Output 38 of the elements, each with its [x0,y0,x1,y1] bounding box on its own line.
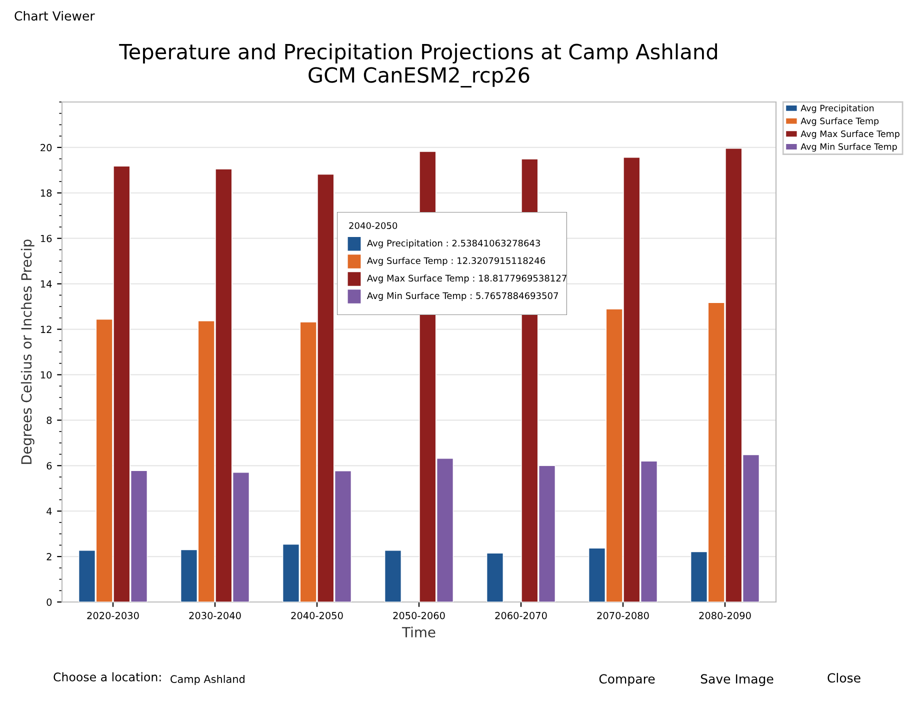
y-tick-label: 14 [40,280,52,288]
text: Camp Ashland [170,674,244,686]
y-tick-label: 10 [40,371,52,379]
x-tick-label: 2060-2070 [495,612,547,620]
legend-label: Avg Min Surface Temp [800,143,897,152]
x-tick-label: 2030-2040 [189,612,241,620]
annotation: 2040-2050 [349,222,398,230]
y-tick-label: 6 [46,462,52,470]
annotation: Avg Min Surface Temp : 5.7657884693507 [366,292,558,301]
text: Close [828,672,860,683]
y-tick-label: 16 [40,234,52,242]
text: Chart Viewer [14,10,95,21]
x-tick-label: 2070-2080 [597,612,649,620]
y-tick-label: 4 [46,508,52,515]
annotation: Avg Surface Temp : 12.3207915118246 [366,257,546,266]
y-tick-label: 0 [46,598,52,606]
legend-label: Avg Precipitation [800,104,874,114]
legend-label: Avg Surface Temp [800,117,879,126]
y-tick-label: 8 [46,416,52,424]
y-tick-label: 12 [40,326,52,333]
y-tick-label: 18 [40,189,52,197]
bar [384,550,402,602]
y-tick-label: 2 [46,553,52,560]
chart-title: Teperature and Precipitation Projections at Camp Ashland GCM CanESM2_rcp26 [119,43,717,88]
y-axis-title: Degrees Celsius or Inches Precip [20,240,34,464]
x-tick-label: 2020-2030 [87,612,139,620]
x-tick-label: 2050-2060 [393,612,445,620]
x-axis-title: Time [402,626,436,638]
x-tick-label: 2080-2090 [699,612,751,620]
x-tick-label: 2040-2050 [291,612,343,620]
text: Compare [599,674,655,686]
legend-label: Avg Max Surface Temp [800,130,900,139]
annotation: Avg Max Surface Temp : 18.8177969538127 [366,274,566,284]
annotation: Avg Precipitation : 2.53841063278643 [366,240,540,248]
bar [486,552,504,602]
y-tick-label: 20 [40,144,52,152]
text: Save Image [700,674,774,686]
text: Choose a location: [54,672,161,682]
